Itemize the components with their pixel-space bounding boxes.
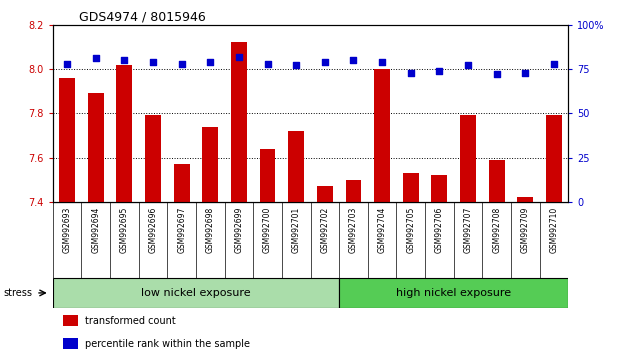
Bar <box>432 175 447 202</box>
Point <box>148 59 158 65</box>
Bar <box>231 42 247 202</box>
Text: GSM992706: GSM992706 <box>435 206 444 253</box>
Text: GSM992709: GSM992709 <box>521 206 530 253</box>
Bar <box>174 164 189 202</box>
Text: GSM992701: GSM992701 <box>292 206 301 253</box>
Bar <box>260 149 276 202</box>
Text: high nickel exposure: high nickel exposure <box>396 288 511 298</box>
Bar <box>460 115 476 202</box>
Point <box>549 61 559 67</box>
Point <box>377 59 387 65</box>
Point <box>463 63 473 68</box>
Text: GSM992705: GSM992705 <box>406 206 415 253</box>
Text: GSM992703: GSM992703 <box>349 206 358 253</box>
Text: stress: stress <box>3 288 32 298</box>
Point <box>348 57 358 63</box>
Text: GSM992708: GSM992708 <box>492 206 501 253</box>
Bar <box>374 69 390 202</box>
Point <box>263 61 273 67</box>
Text: GSM992700: GSM992700 <box>263 206 272 253</box>
Bar <box>345 180 361 202</box>
Bar <box>517 198 533 202</box>
Point <box>520 70 530 75</box>
Text: low nickel exposure: low nickel exposure <box>141 288 251 298</box>
Bar <box>339 278 568 308</box>
Bar <box>53 278 339 308</box>
Point <box>406 70 415 75</box>
Text: GSM992696: GSM992696 <box>148 206 158 253</box>
Point <box>320 59 330 65</box>
Bar <box>202 126 218 202</box>
Text: GSM992695: GSM992695 <box>120 206 129 253</box>
Point <box>234 54 244 59</box>
Bar <box>145 115 161 202</box>
Point <box>177 61 187 67</box>
Text: GSM992702: GSM992702 <box>320 206 329 253</box>
Bar <box>59 78 75 202</box>
Point <box>206 59 215 65</box>
Bar <box>63 315 78 326</box>
Bar <box>117 64 132 202</box>
Bar <box>288 131 304 202</box>
Text: GSM992699: GSM992699 <box>234 206 243 253</box>
Text: percentile rank within the sample: percentile rank within the sample <box>85 339 250 349</box>
Point <box>291 63 301 68</box>
Text: transformed count: transformed count <box>85 316 176 326</box>
Text: GSM992694: GSM992694 <box>91 206 100 253</box>
Text: GSM992707: GSM992707 <box>463 206 473 253</box>
Bar <box>489 160 504 202</box>
Text: GSM992710: GSM992710 <box>550 206 558 253</box>
Point <box>62 61 72 67</box>
Point <box>435 68 445 74</box>
Text: GSM992698: GSM992698 <box>206 206 215 253</box>
Bar <box>63 338 78 349</box>
Bar <box>403 173 419 202</box>
Bar <box>546 115 562 202</box>
Text: GDS4974 / 8015946: GDS4974 / 8015946 <box>78 11 206 24</box>
Bar <box>88 93 104 202</box>
Point <box>492 72 502 77</box>
Text: GSM992704: GSM992704 <box>378 206 387 253</box>
Point <box>91 56 101 61</box>
Text: GSM992693: GSM992693 <box>63 206 71 253</box>
Text: GSM992697: GSM992697 <box>177 206 186 253</box>
Point <box>119 57 129 63</box>
Bar <box>317 186 333 202</box>
